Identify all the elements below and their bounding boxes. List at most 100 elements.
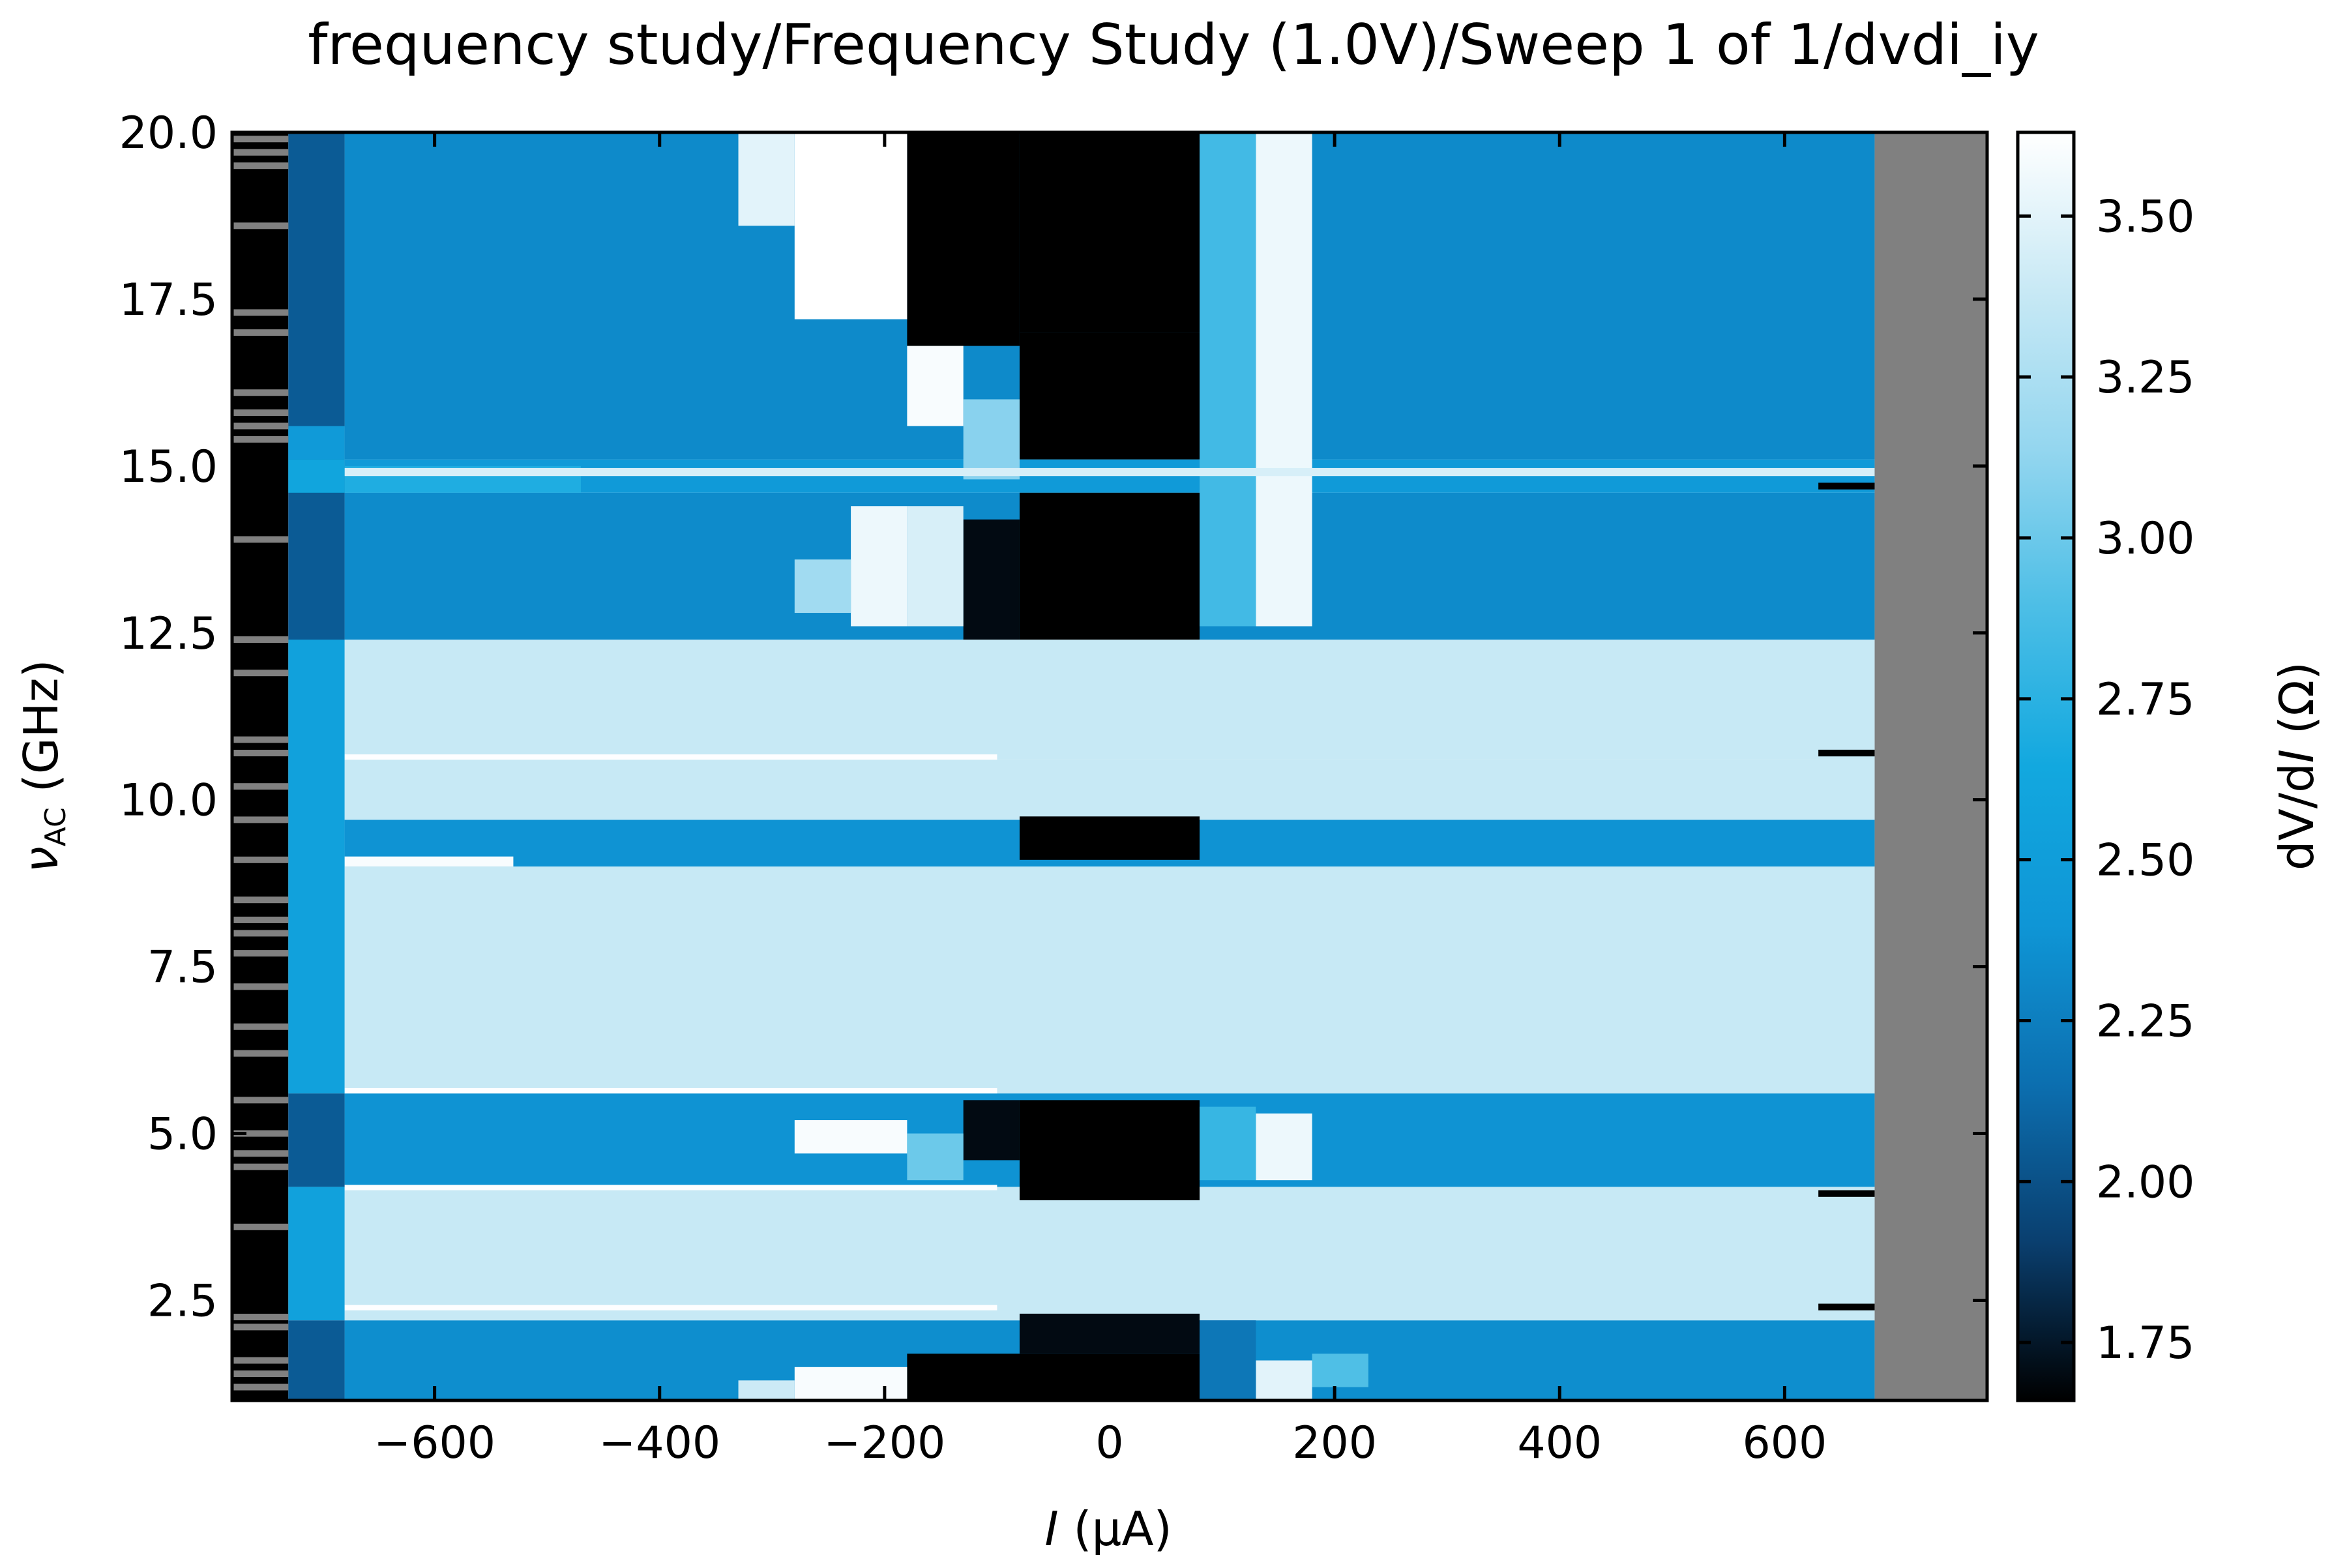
heatmap-cell [907, 506, 964, 627]
missing-data-line [232, 1023, 289, 1030]
y-tick-label: 10.0 [119, 775, 218, 827]
heatmap-cell [1256, 132, 1312, 627]
plot-area [232, 132, 1987, 1400]
missing-data-line [232, 409, 289, 416]
heatmap-cell [288, 459, 345, 493]
y-axis: 2.5 5.0 7.5 10.0 12.5 15.0 17.5 20.0 [119, 108, 1987, 1327]
missing-data-line [232, 1357, 289, 1364]
heatmap-cell [288, 640, 345, 1094]
heatmap-cell [344, 754, 997, 760]
missing-data-line [232, 1150, 289, 1157]
missing-data-line [232, 1130, 289, 1137]
x-axis-label: I (μA) [1044, 1501, 1172, 1556]
missing-data-line [232, 930, 289, 937]
missing-data-line [232, 1097, 289, 1104]
heatmap-band [344, 1187, 1875, 1321]
missing-data-line [232, 916, 289, 923]
y-axis-label-unit: (GHz) [14, 659, 68, 807]
y-axis-label: νAC (GHz) [14, 659, 72, 872]
heatmap-cell [1019, 132, 1200, 333]
heatmap-cell [794, 559, 851, 614]
missing-data-line [232, 750, 289, 757]
colorbar-label-symbol: I [2269, 749, 2324, 763]
heatmap-cell [1019, 816, 1200, 860]
heatmap-cell [344, 467, 1875, 477]
colorbar-tick-label: 3.25 [2096, 352, 2194, 404]
colorbar-tick-label: 3.00 [2096, 513, 2194, 565]
missing-data-line [232, 1223, 289, 1230]
missing-data-line [232, 1163, 289, 1170]
missing-data-line [232, 670, 289, 677]
heatmap-band [344, 640, 1875, 760]
heatmap-cell [1818, 749, 1875, 757]
heatmap-cell [1256, 1360, 1312, 1400]
chart-title: frequency study/Frequency Study (1.0V)/S… [308, 12, 2039, 78]
heatmap-band [344, 760, 1875, 820]
missing-data-line [232, 950, 289, 957]
colorbar-tick-label: 2.00 [2096, 1157, 2194, 1208]
y-tick-label: 7.5 [147, 942, 218, 994]
y-axis-label-symbol: ν [14, 846, 68, 872]
colorbar-label-unit: (Ω) [2269, 662, 2324, 749]
heatmap-cell [1818, 482, 1875, 490]
heatmap-cell [288, 426, 345, 460]
heatmap-band [344, 866, 1875, 1094]
x-axis-label-unit: (μA) [1059, 1501, 1172, 1556]
missing-data-line [232, 1383, 289, 1391]
colorbar-axis: 1.75 2.00 2.25 2.50 2.75 3.00 3.25 3.50 [2018, 191, 2194, 1369]
heatmap-cell [344, 1087, 997, 1094]
missing-data-line [232, 636, 289, 643]
missing-data-line [232, 983, 289, 990]
heatmap-cell [1019, 1313, 1200, 1354]
missing-data-line [232, 536, 289, 543]
x-axis-label-symbol: I [1044, 1501, 1058, 1556]
x-tick-label: 200 [1292, 1417, 1377, 1469]
heatmap-cell [288, 1320, 345, 1400]
missing-data-line [232, 309, 289, 316]
heatmap-cell [344, 1185, 997, 1191]
heatmap-cell [1200, 1106, 1256, 1181]
heatmap-cell [344, 856, 514, 867]
heatmap-cell [1200, 1320, 1256, 1400]
heatmap-cell [907, 346, 964, 426]
missing-data-line [232, 736, 289, 743]
missing-data-line [232, 422, 289, 430]
missing-data-line [232, 222, 289, 229]
missing-data-line [232, 816, 289, 823]
heatmap-cell [288, 132, 345, 640]
colorbar [2016, 130, 2076, 1402]
heatmap-cell [1818, 1190, 1875, 1197]
missing-data-line [232, 329, 289, 336]
heatmap-cell [907, 132, 1020, 346]
missing-data-line [232, 1324, 289, 1331]
heatmap-cell [907, 1354, 1200, 1400]
heatmap-cell [1019, 333, 1200, 460]
heatmap-cell [794, 1367, 908, 1400]
missing-data-line [232, 136, 289, 143]
y-tick-label: 2.5 [147, 1275, 218, 1327]
x-tick-label: 600 [1742, 1417, 1827, 1469]
heatmap-cell [1312, 1354, 1368, 1387]
y-tick-label: 15.0 [119, 441, 218, 493]
heatmap-cell [232, 132, 289, 1400]
heatmap-cell [288, 1187, 345, 1321]
missing-data-line [232, 149, 289, 156]
colorbar-label-prefix: dV/d [2269, 763, 2324, 870]
heatmap-cell [794, 1120, 908, 1154]
colorbar-tick-label: 2.25 [2096, 996, 2194, 1047]
heatmap-cell [963, 519, 1020, 640]
y-tick-label: 5.0 [147, 1109, 218, 1161]
x-tick-label: −600 [374, 1417, 495, 1469]
heatmap-cell [738, 132, 795, 226]
missing-data-region [1874, 132, 1987, 1400]
x-tick-label: −200 [823, 1417, 945, 1469]
x-tick-label: −400 [598, 1417, 720, 1469]
y-axis-label-subscript: AC [39, 807, 72, 846]
missing-data-line [232, 436, 289, 443]
heatmap-cell [963, 1100, 1020, 1161]
heatmap-cell [907, 1133, 964, 1181]
missing-data-line [232, 389, 289, 396]
x-axis: −600 −400 −200 0 200 400 600 [374, 132, 1827, 1469]
